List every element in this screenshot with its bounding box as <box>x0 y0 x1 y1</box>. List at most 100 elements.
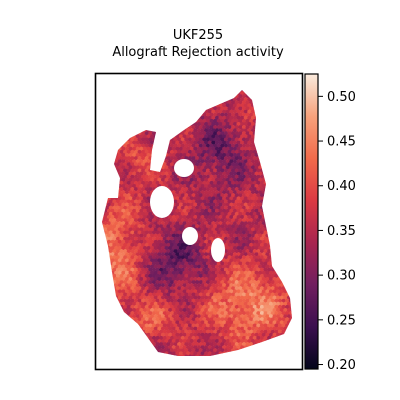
spot <box>198 286 203 291</box>
spot <box>166 280 171 285</box>
spot <box>227 224 232 229</box>
spot <box>196 326 202 331</box>
spot <box>153 289 158 294</box>
spot <box>200 277 205 282</box>
spot <box>232 308 238 313</box>
spot <box>128 215 133 220</box>
spot <box>243 208 248 213</box>
spot <box>171 326 176 331</box>
spot <box>270 298 275 303</box>
spot <box>238 218 243 223</box>
spot <box>227 199 232 204</box>
spot <box>225 177 230 182</box>
spot <box>250 320 256 325</box>
spot <box>241 143 247 148</box>
spot <box>133 149 139 155</box>
spot <box>178 326 184 331</box>
spot <box>164 277 169 282</box>
spot <box>204 190 209 195</box>
spot <box>241 298 247 303</box>
spot <box>250 146 256 151</box>
spot <box>114 208 119 213</box>
spot <box>218 184 223 189</box>
spot <box>234 242 239 248</box>
spot <box>252 211 257 217</box>
spot <box>132 277 137 282</box>
spot <box>157 227 162 232</box>
spot <box>166 156 171 161</box>
spot <box>137 211 142 217</box>
spot <box>279 289 284 294</box>
spot <box>171 252 176 257</box>
spot <box>173 137 178 142</box>
spot <box>155 335 160 341</box>
spot <box>180 298 185 303</box>
spot <box>148 311 153 316</box>
spot <box>211 270 216 275</box>
spot <box>169 168 175 173</box>
spot <box>234 311 239 316</box>
spot <box>137 149 142 155</box>
spot <box>124 252 130 257</box>
spot <box>254 165 259 170</box>
spot <box>214 202 220 207</box>
spot <box>229 208 234 213</box>
spot <box>153 339 158 344</box>
spot <box>196 345 202 350</box>
spot <box>232 233 238 238</box>
spot <box>108 242 113 248</box>
spot <box>200 128 205 133</box>
spot <box>162 261 167 266</box>
spot <box>106 208 112 213</box>
spot <box>200 246 205 251</box>
spot <box>187 143 193 148</box>
spot <box>258 171 263 176</box>
spot <box>232 215 238 220</box>
spot <box>169 174 175 179</box>
spot <box>178 320 184 325</box>
spot <box>209 286 214 291</box>
spot <box>241 236 247 241</box>
spot <box>256 236 261 241</box>
spot <box>177 199 182 204</box>
spot <box>238 298 243 303</box>
spot <box>213 211 218 217</box>
spot <box>220 162 225 167</box>
spot <box>276 301 281 306</box>
spot <box>243 184 248 189</box>
spot <box>231 137 236 142</box>
spot <box>261 233 266 238</box>
colorbar-tick-label: 0.40 <box>327 179 356 194</box>
spot <box>153 246 158 251</box>
spot <box>240 177 245 182</box>
spot <box>218 277 223 282</box>
spot <box>171 190 176 195</box>
spot <box>209 298 214 303</box>
spot <box>150 246 155 251</box>
spot <box>114 227 119 232</box>
spot <box>130 249 135 254</box>
spot <box>232 103 238 108</box>
spot <box>142 326 148 331</box>
spot <box>148 149 153 155</box>
spot <box>151 242 157 248</box>
spot <box>141 174 146 179</box>
spot <box>265 289 270 294</box>
spot <box>139 289 144 294</box>
spot <box>267 261 272 266</box>
spot <box>168 301 173 306</box>
spot <box>211 233 216 238</box>
spot <box>193 314 198 319</box>
spot <box>258 332 263 337</box>
spot <box>258 221 263 226</box>
spot <box>142 320 148 325</box>
spot <box>148 329 153 334</box>
spot <box>236 202 241 207</box>
spot <box>225 339 230 344</box>
spot <box>139 252 144 257</box>
spot <box>207 258 212 263</box>
spot <box>119 218 124 223</box>
spot <box>157 301 162 306</box>
spot <box>211 177 216 182</box>
spot <box>222 258 227 263</box>
